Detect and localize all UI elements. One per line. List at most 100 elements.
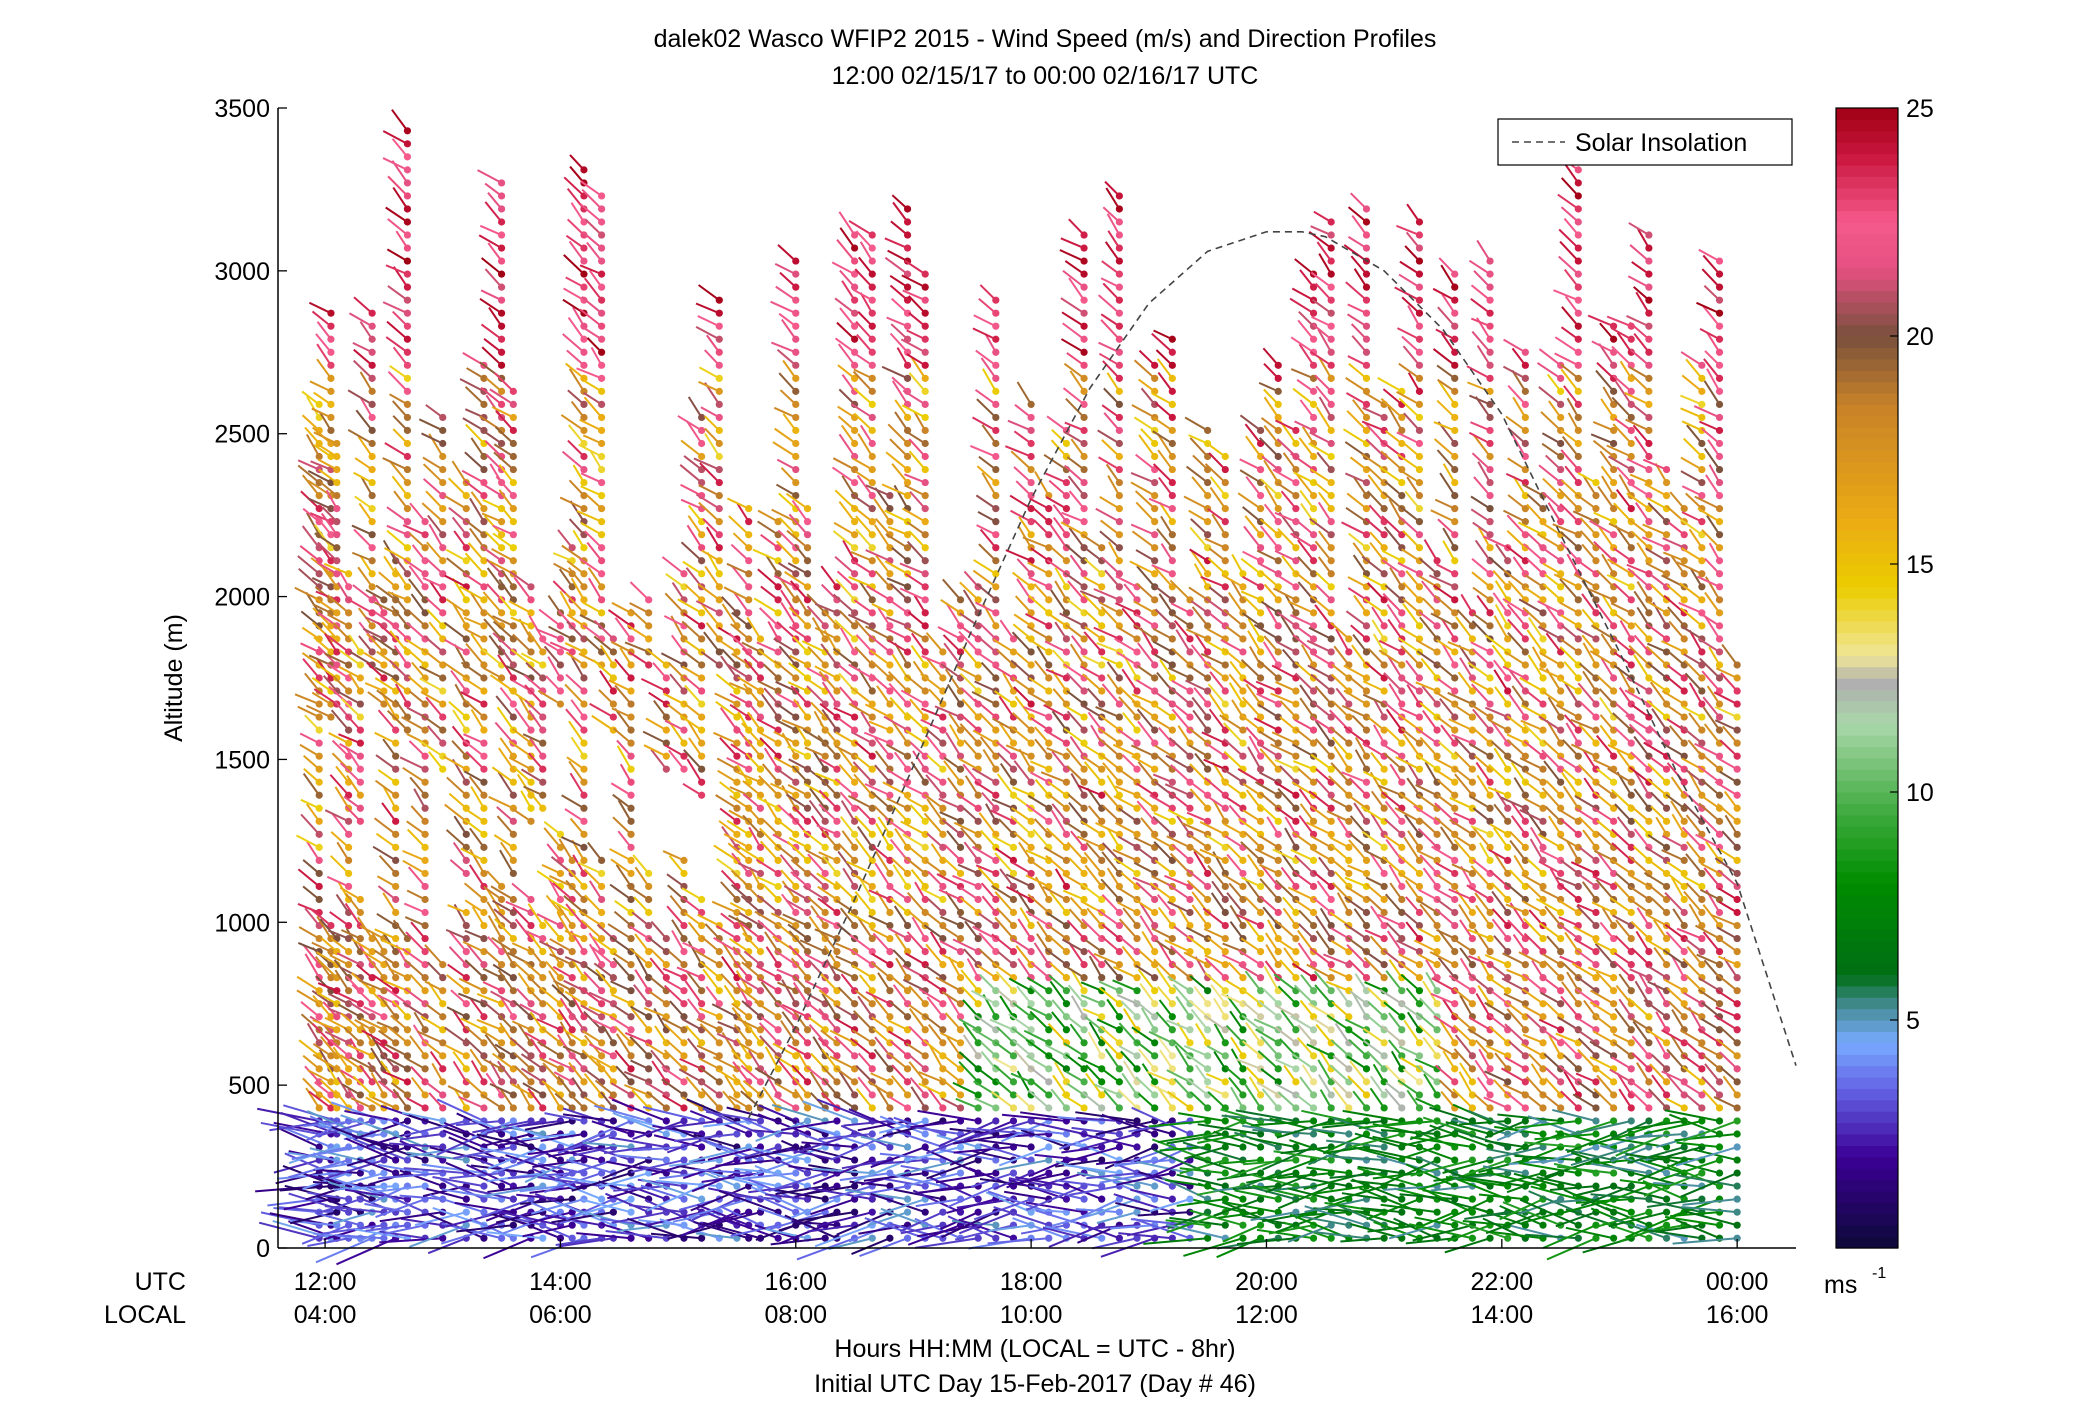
wind-point <box>345 739 353 747</box>
wind-barb <box>463 770 485 784</box>
wind-point <box>539 961 547 969</box>
wind-point <box>868 1130 876 1138</box>
wind-point <box>568 1039 576 1047</box>
wind-point <box>403 661 412 669</box>
wind-barb <box>644 1199 703 1227</box>
wind-barb <box>610 782 632 797</box>
wind-barb <box>456 1224 514 1233</box>
wind-barb <box>661 1017 685 1031</box>
wind-point <box>333 570 341 578</box>
wind-point <box>698 1000 706 1008</box>
wind-point <box>698 622 706 630</box>
wind-barb <box>404 987 426 1005</box>
wind-point <box>921 570 929 578</box>
wind-barb <box>316 343 332 366</box>
wind-barb <box>297 464 320 484</box>
wind-point <box>733 1182 741 1190</box>
wind-barb <box>623 1070 650 1083</box>
wind-point <box>715 413 723 422</box>
wind-barb <box>771 341 797 354</box>
wind-point <box>356 1091 364 1099</box>
wind-barb <box>554 1159 614 1181</box>
wind-point <box>403 465 412 474</box>
wind-barb <box>713 731 738 745</box>
wind-point <box>480 778 488 786</box>
wind-barb <box>870 1192 926 1214</box>
wind-barb <box>306 841 321 861</box>
wind-barb <box>364 1202 408 1214</box>
wind-barb <box>925 632 944 653</box>
wind-point <box>392 882 400 891</box>
wind-point <box>627 726 635 734</box>
wind-point <box>715 570 723 578</box>
wind-barb <box>610 640 632 653</box>
wind-barb <box>330 709 350 731</box>
wind-barb <box>641 1178 702 1201</box>
wind-point <box>580 765 588 773</box>
wind-point <box>627 895 635 904</box>
wind-point <box>921 1000 929 1008</box>
wind-point <box>868 348 876 356</box>
wind-barb <box>469 997 485 1018</box>
wind-barb <box>379 1051 397 1070</box>
wind-barb <box>331 812 350 835</box>
wind-point <box>527 596 535 604</box>
wind-point <box>886 830 894 838</box>
wind-barb <box>521 1133 573 1141</box>
wind-barb <box>482 1030 503 1044</box>
wind-point <box>315 882 323 891</box>
wind-point <box>580 1091 588 1099</box>
wind-barb <box>627 624 650 640</box>
wind-barb <box>487 242 503 262</box>
wind-point <box>556 1234 565 1242</box>
wind-point <box>509 713 517 721</box>
wind-barb <box>598 1172 649 1189</box>
wind-point <box>992 518 1000 526</box>
wind-barb <box>401 1111 443 1122</box>
wind-point <box>580 244 588 252</box>
wind-point <box>421 869 429 878</box>
wind-barb <box>528 709 544 731</box>
wind-barb <box>463 882 485 901</box>
wind-point <box>939 1026 947 1034</box>
wind-point <box>345 882 353 891</box>
wind-barb <box>318 468 338 484</box>
wind-barb <box>314 1211 361 1227</box>
wind-barb <box>646 1091 667 1109</box>
wind-point <box>598 192 606 200</box>
wind-point <box>403 700 412 708</box>
wind-barb <box>448 701 467 718</box>
wind-point <box>645 961 653 969</box>
wind-barb <box>389 1142 443 1149</box>
wind-point <box>598 570 606 578</box>
wind-barb <box>357 435 373 458</box>
wind-point <box>792 752 800 760</box>
wind-barb <box>316 541 338 562</box>
wind-barb <box>328 992 350 1005</box>
wind-barb <box>312 607 332 627</box>
wind-barb <box>663 692 685 705</box>
wind-barb <box>516 1193 561 1201</box>
wind-point <box>497 961 506 969</box>
wind-point <box>333 492 341 500</box>
wind-point <box>939 1039 947 1047</box>
wind-point <box>462 830 470 838</box>
wind-point <box>421 882 429 891</box>
wind-point <box>903 452 912 461</box>
wind-barb <box>464 451 485 471</box>
wind-barb <box>422 456 444 471</box>
wind-barb <box>296 989 320 1005</box>
wind-barb <box>297 555 320 575</box>
wind-point <box>598 1000 606 1008</box>
wind-point <box>921 335 929 343</box>
wind-point <box>921 817 929 825</box>
wind-barb <box>304 672 320 692</box>
wind-point <box>580 856 588 865</box>
wind-point <box>627 1065 635 1073</box>
wind-point <box>868 1234 876 1242</box>
wind-barb <box>496 706 515 731</box>
wind-barb <box>884 237 908 249</box>
wind-barb <box>582 1030 603 1044</box>
wind-barb <box>671 919 685 940</box>
wind-point <box>539 674 547 682</box>
